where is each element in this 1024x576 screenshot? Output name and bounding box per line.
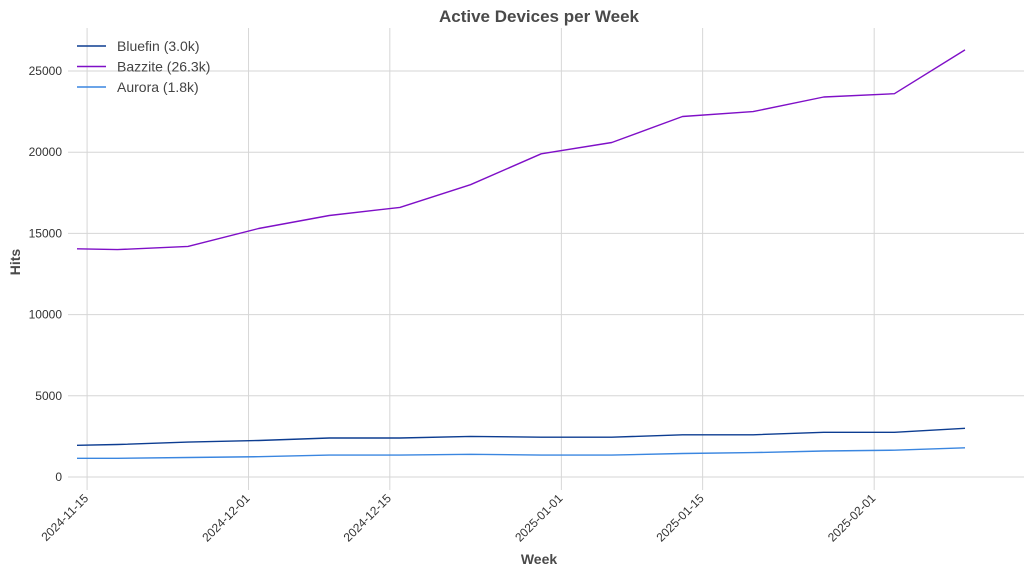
x-tick-label: 2025-02-01 (825, 491, 879, 545)
y-tick-label: 10000 (29, 308, 63, 322)
chart-title: Active Devices per Week (439, 7, 640, 26)
x-axis-label: Week (521, 551, 558, 567)
legend: Bluefin (3.0k) Bazzite (26.3k) Aurora (1.8… (77, 38, 210, 95)
y-axis-label: Hits (7, 249, 23, 276)
x-tick-label: 2025-01-15 (653, 491, 707, 545)
x-tick-label: 2025-01-01 (512, 491, 566, 545)
legend-label: Bazzite (26.3k) (117, 59, 210, 75)
x-tick-label: 2024-12-01 (199, 491, 253, 545)
series-line-bluefin (76, 427, 966, 446)
series-lines (76, 49, 966, 459)
x-tick-label: 2024-11-15 (39, 491, 92, 544)
series-line-bazzite (76, 49, 966, 251)
y-tick-label: 25000 (29, 64, 63, 78)
y-tick-label: 20000 (29, 145, 63, 159)
y-axis-ticks: 0 5000 10000 15000 20000 25000 (29, 64, 63, 484)
y-tick-label: 0 (55, 470, 62, 484)
legend-label: Bluefin (3.0k) (117, 38, 199, 54)
legend-label: Aurora (1.8k) (117, 79, 199, 95)
series-line-aurora (77, 447, 966, 459)
grid (68, 28, 1024, 490)
y-tick-label: 5000 (35, 389, 62, 403)
y-tick-label: 15000 (29, 226, 63, 240)
x-axis-ticks: 2024-11-15 2024-12-01 2024-12-15 2025-01-01… (39, 491, 879, 545)
x-tick-label: 2024-12-15 (341, 491, 395, 545)
